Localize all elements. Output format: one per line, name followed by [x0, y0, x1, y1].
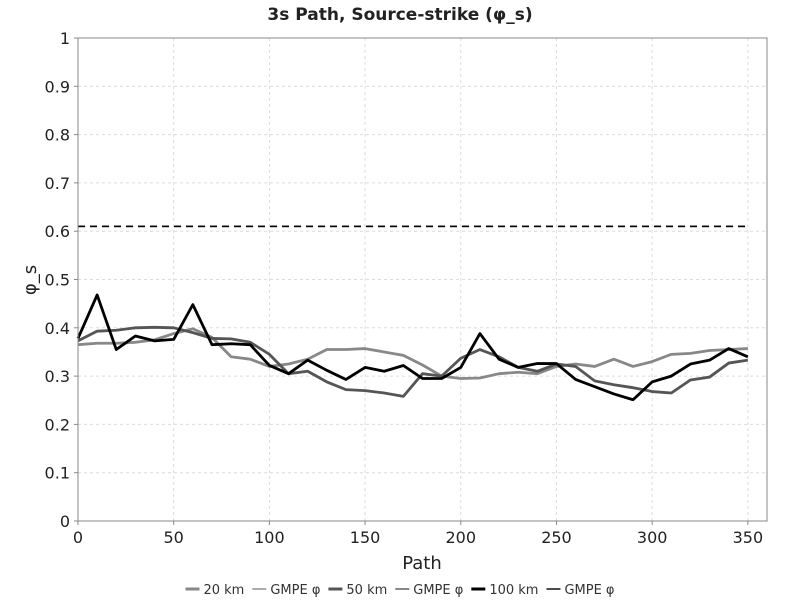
y-tick-label: 0.3 [45, 367, 70, 386]
x-tick-label: 300 [637, 528, 668, 547]
legend-label: 50 km [346, 583, 387, 598]
series-line-0 [77, 327, 748, 380]
x-tick-label: 150 [350, 528, 381, 547]
y-tick-label: 0.9 [45, 77, 70, 96]
y-tick-label: 0.4 [45, 319, 70, 338]
x-tick-label: 100 [254, 528, 285, 547]
x-axis-label: Path [402, 553, 442, 574]
grid [77, 37, 767, 522]
y-tick-label: 0.7 [45, 174, 70, 193]
y-tick-label: 0.5 [45, 271, 70, 290]
y-tick-label: 0.2 [45, 415, 70, 434]
chart-title: 3s Path, Source-strike (φ_s) [267, 5, 532, 25]
legend-label: 100 km [489, 583, 538, 598]
y-tick-label: 0 [60, 512, 70, 531]
x-tick-label: 200 [446, 528, 477, 547]
y-tick-label: 0.1 [45, 464, 70, 483]
legend-label: GMPE φ [564, 583, 614, 598]
legend-label: GMPE φ [270, 583, 320, 598]
legend-label: 20 km [203, 583, 244, 598]
x-ticks: 0 50 100 150 200 250 300 350 [73, 521, 763, 547]
y-tick-label: 0.8 [45, 126, 70, 145]
legend: 20 km GMPE φ 50 km GMPE φ 100 km GMPE φ [185, 583, 615, 598]
y-tick-label: 1 [60, 29, 70, 48]
series-line-4 [76, 293, 749, 402]
series-group [76, 225, 749, 402]
legend-label: GMPE φ [413, 583, 463, 598]
y-tick-label: 0.6 [45, 222, 70, 241]
y-ticks: 0 0.1 0.2 0.3 0.4 0.5 0.6 0.7 0.8 0.9 1 [45, 29, 78, 531]
x-tick-label: 50 [164, 528, 184, 547]
x-tick-label: 250 [541, 528, 572, 547]
y-axis-label: φ_s [20, 265, 41, 295]
x-tick-label: 350 [733, 528, 764, 547]
series-line-2 [77, 325, 749, 398]
x-tick-label: 0 [73, 528, 83, 547]
